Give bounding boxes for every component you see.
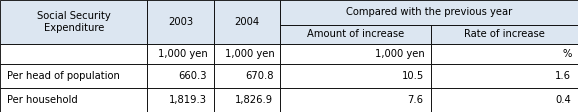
Text: Social Security
Expenditure: Social Security Expenditure xyxy=(37,11,110,33)
Bar xyxy=(280,0,578,25)
Text: %: % xyxy=(563,49,572,59)
Text: Amount of increase: Amount of increase xyxy=(307,29,404,39)
Bar xyxy=(431,88,578,112)
Bar xyxy=(0,64,147,88)
Bar xyxy=(431,25,578,44)
Text: 660.3: 660.3 xyxy=(179,71,207,81)
Bar xyxy=(0,88,147,112)
Text: Per head of population: Per head of population xyxy=(7,71,120,81)
Bar xyxy=(280,25,431,44)
Bar xyxy=(280,44,431,64)
Bar xyxy=(0,0,147,44)
Text: 670.8: 670.8 xyxy=(245,71,273,81)
Bar xyxy=(214,0,280,44)
Text: 0.4: 0.4 xyxy=(555,95,571,105)
Text: Rate of increase: Rate of increase xyxy=(464,29,544,39)
Bar xyxy=(147,44,214,64)
Text: 1,819.3: 1,819.3 xyxy=(169,95,207,105)
Bar xyxy=(280,88,431,112)
Text: 2004: 2004 xyxy=(235,17,260,27)
Text: 7.6: 7.6 xyxy=(407,95,424,105)
Text: Compared with the previous year: Compared with the previous year xyxy=(346,7,512,17)
Text: 10.5: 10.5 xyxy=(402,71,424,81)
Text: Per household: Per household xyxy=(7,95,77,105)
Bar xyxy=(147,64,214,88)
Bar xyxy=(431,44,578,64)
Bar xyxy=(214,44,280,64)
Bar xyxy=(280,64,431,88)
Text: 1,000 yen: 1,000 yen xyxy=(158,49,208,59)
Text: 2003: 2003 xyxy=(168,17,193,27)
Text: 1,826.9: 1,826.9 xyxy=(235,95,273,105)
Bar xyxy=(214,64,280,88)
Text: 1,000 yen: 1,000 yen xyxy=(375,49,425,59)
Bar xyxy=(0,44,147,64)
Bar xyxy=(147,0,214,44)
Text: 1.6: 1.6 xyxy=(555,71,571,81)
Bar xyxy=(431,64,578,88)
Bar xyxy=(147,88,214,112)
Bar xyxy=(214,88,280,112)
Text: 1,000 yen: 1,000 yen xyxy=(225,49,275,59)
